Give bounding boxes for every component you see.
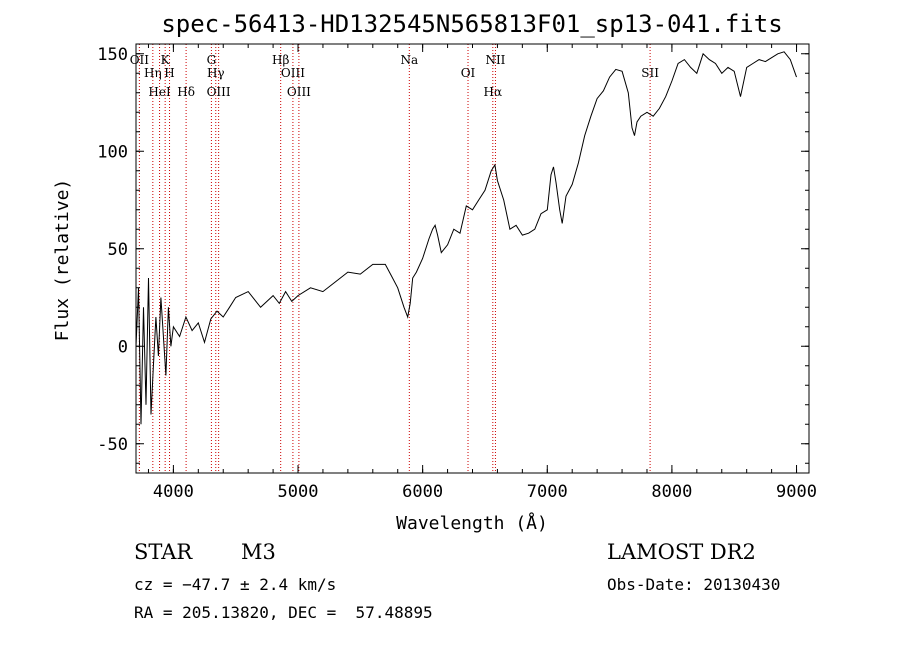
line-label: OII	[130, 53, 150, 67]
x-tick-label: 9000	[776, 482, 817, 502]
x-tick-label: 6000	[402, 482, 443, 502]
spectrum-series	[135, 51, 797, 425]
y-tick-label: 0	[118, 337, 128, 357]
plot-frame	[135, 43, 810, 474]
line-label: Hη	[144, 66, 162, 80]
line-label: H	[164, 66, 174, 80]
x-tick-label: 7000	[527, 482, 568, 502]
y-tick-label: 100	[97, 142, 128, 162]
axes: 4000 5000 6000 7000 8000 9000 -50 0 50 100 150	[97, 44, 817, 502]
survey-name: LAMOST DR2	[607, 540, 756, 564]
line-label: OIII	[281, 66, 305, 80]
object-class: STAR	[134, 540, 193, 564]
line-label: Na	[400, 53, 418, 67]
line-label: OIII	[287, 85, 311, 99]
line-label: OI	[461, 66, 476, 80]
line-label: Hδ	[177, 85, 195, 99]
y-tick-label: -50	[97, 435, 128, 455]
x-tick-label: 8000	[651, 482, 692, 502]
y-axis-label: Flux (relative)	[52, 179, 73, 342]
line-label: G	[207, 53, 217, 67]
line-label: K	[161, 53, 171, 67]
redshift-readout: cz = −47.7 ± 2.4 km/s	[134, 575, 337, 594]
spectral-line-markers: OIIHηHeIKHHδGHγOIIIHβOIIIOIIINaOIHαNIISI…	[130, 44, 659, 473]
y-tick-label: 50	[108, 240, 128, 260]
line-label: SII	[641, 66, 659, 80]
x-tick-label: 4000	[153, 482, 194, 502]
line-label: Hα	[484, 85, 503, 99]
line-label: OIII	[207, 85, 231, 99]
chart-title: spec-56413-HD132545N565813F01_sp13-041.f…	[161, 10, 782, 38]
line-label: Hγ	[207, 66, 225, 80]
object-subclass: M3	[241, 540, 276, 564]
line-label: HeI	[148, 85, 171, 99]
x-tick-label: 5000	[278, 482, 319, 502]
y-tick-label: 150	[97, 45, 128, 65]
coordinates-readout: RA = 205.13820, DEC = 57.48895	[134, 603, 433, 622]
observation-date: Obs-Date: 20130430	[607, 575, 781, 594]
x-axis-label: Wavelength (Å)	[396, 512, 548, 534]
line-label: Hβ	[272, 53, 289, 67]
spectrum-line	[135, 51, 797, 425]
line-label: NII	[485, 53, 505, 67]
